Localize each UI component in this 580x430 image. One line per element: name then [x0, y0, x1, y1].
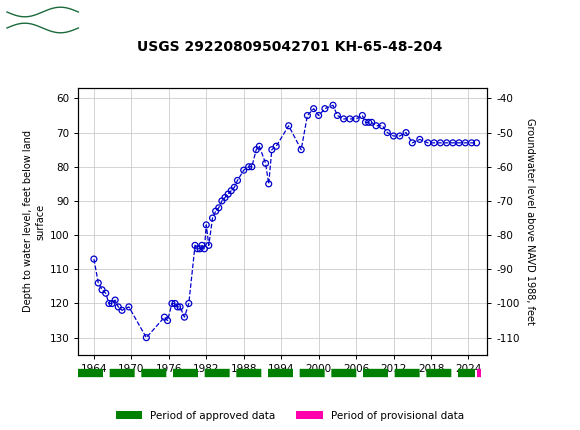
- Point: [267, 146, 277, 153]
- Legend: Period of approved data, Period of provisional data: Period of approved data, Period of provi…: [112, 406, 468, 425]
- Point: [309, 105, 318, 112]
- Point: [101, 290, 110, 297]
- Point: [239, 167, 248, 174]
- Point: [455, 139, 464, 146]
- Point: [314, 112, 323, 119]
- Point: [351, 116, 361, 123]
- Point: [247, 163, 256, 170]
- Point: [114, 304, 123, 310]
- Point: [193, 246, 202, 252]
- Point: [107, 300, 117, 307]
- Point: [89, 255, 99, 262]
- Point: [220, 194, 230, 201]
- Point: [233, 177, 242, 184]
- Point: [163, 317, 172, 324]
- Point: [117, 307, 126, 314]
- Y-axis label: Depth to water level, feet below land
surface: Depth to water level, feet below land su…: [23, 130, 45, 313]
- Point: [378, 122, 387, 129]
- Point: [389, 132, 398, 139]
- Point: [173, 304, 182, 310]
- Point: [214, 204, 223, 211]
- Point: [218, 197, 227, 204]
- Point: [320, 105, 329, 112]
- Point: [200, 246, 209, 252]
- Point: [171, 300, 180, 307]
- Point: [284, 122, 293, 129]
- Point: [339, 116, 348, 123]
- Point: [211, 208, 220, 215]
- Point: [415, 136, 425, 143]
- Point: [361, 119, 370, 126]
- Point: [124, 304, 133, 310]
- Point: [395, 132, 404, 139]
- Point: [190, 242, 200, 249]
- Point: [271, 143, 281, 150]
- Point: [255, 143, 264, 150]
- Point: [358, 112, 367, 119]
- Point: [328, 102, 338, 109]
- Point: [244, 163, 253, 170]
- Point: [180, 314, 189, 321]
- Point: [408, 139, 417, 146]
- Point: [204, 242, 213, 249]
- Point: [111, 297, 120, 304]
- Point: [227, 187, 236, 194]
- Point: [472, 139, 481, 146]
- Y-axis label: Groundwater level above NAVD 1988, feet: Groundwater level above NAVD 1988, feet: [525, 118, 535, 325]
- Point: [401, 129, 411, 136]
- Point: [208, 215, 217, 221]
- Bar: [6, 3, 81, 37]
- Point: [104, 300, 114, 307]
- Point: [430, 139, 439, 146]
- Point: [364, 119, 373, 126]
- Point: [296, 146, 306, 153]
- Point: [461, 139, 470, 146]
- Text: USGS 292208095042701 KH-65-48-204: USGS 292208095042701 KH-65-48-204: [137, 40, 443, 54]
- Point: [197, 242, 206, 249]
- Point: [303, 112, 312, 119]
- Point: [142, 334, 151, 341]
- Text: USGS: USGS: [90, 12, 137, 28]
- Point: [383, 129, 392, 136]
- Point: [261, 160, 270, 167]
- Point: [97, 286, 107, 293]
- Point: [160, 314, 169, 321]
- Point: [93, 280, 103, 286]
- Point: [223, 190, 233, 197]
- Point: [467, 139, 476, 146]
- Point: [436, 139, 445, 146]
- Point: [184, 300, 194, 307]
- Point: [442, 139, 451, 146]
- Point: [167, 300, 176, 307]
- Point: [333, 112, 342, 119]
- Point: [230, 184, 239, 191]
- Point: [371, 122, 380, 129]
- Point: [202, 221, 211, 228]
- Point: [195, 246, 205, 252]
- Point: [252, 146, 261, 153]
- Point: [264, 181, 273, 187]
- Point: [367, 119, 376, 126]
- Point: [175, 304, 184, 310]
- Point: [448, 139, 458, 146]
- Point: [345, 116, 354, 123]
- Point: [423, 139, 433, 146]
